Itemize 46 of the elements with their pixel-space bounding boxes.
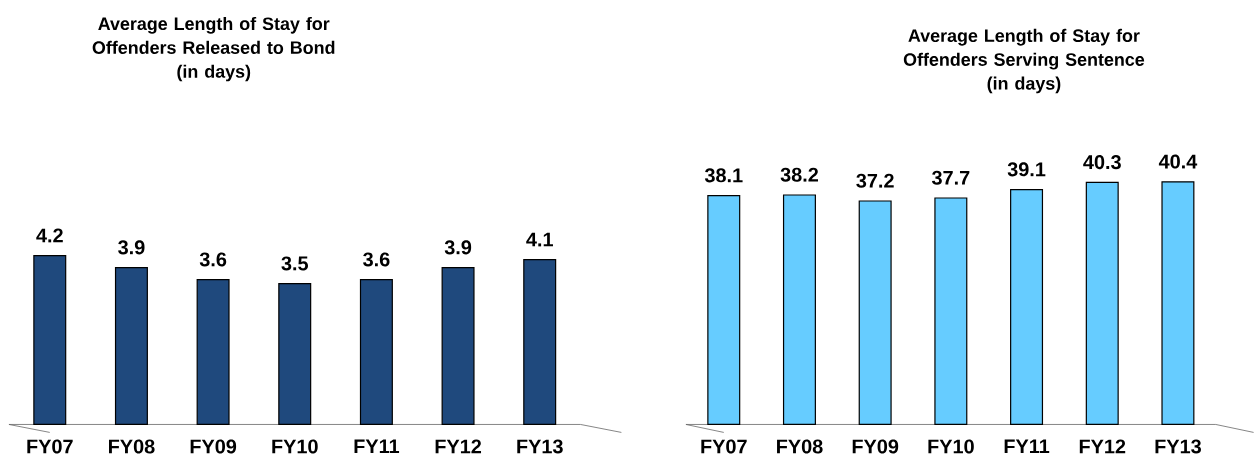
chart-title: Average Length of Stay for Offenders Serving Sentence [903, 28, 1145, 70]
bar [196, 278, 230, 425]
x-tick-label: FY13 [1155, 439, 1201, 454]
data-label: 3.9 [444, 240, 472, 255]
x-tick-label: FY12 [1079, 439, 1126, 454]
data-label: 3.9 [118, 240, 145, 255]
data-label: 40.4 [1158, 154, 1198, 169]
data-label: 4.2 [36, 228, 63, 243]
x-tick-label: FY12 [435, 439, 482, 454]
data-label: 3.6 [199, 252, 227, 267]
x-tick-label: FY10 [272, 439, 318, 454]
bar [441, 266, 475, 425]
bar [278, 282, 312, 425]
x-tick-label: FY08 [109, 439, 155, 454]
x-tick-label: FY09 [852, 439, 899, 454]
bar [1010, 188, 1044, 425]
bar [1161, 181, 1195, 425]
x-tick-label: FY07 [27, 439, 73, 454]
data-label: 4.1 [526, 232, 553, 247]
data-label: 3.6 [363, 252, 390, 267]
bar [33, 254, 67, 425]
x-tick-label: FY09 [190, 439, 237, 454]
data-label: 39.1 [1007, 162, 1046, 177]
bar [523, 258, 557, 425]
bar [1085, 181, 1119, 425]
x-tick-label: FY11 [354, 439, 400, 454]
x-tick-label: FY08 [777, 439, 823, 454]
bar [359, 278, 393, 425]
x-tick-label: FY07 [701, 439, 747, 454]
data-label: 3.5 [281, 256, 309, 271]
bar [114, 266, 148, 425]
bar [934, 197, 968, 425]
data-label: 37.2 [856, 173, 894, 188]
bar [782, 194, 816, 425]
bar [707, 194, 741, 425]
chart-subtitle: (in days) [987, 76, 1061, 94]
chart-subtitle: (in days) [177, 64, 251, 82]
chart-title: Average Length of Stay for Offenders Released to Bond [92, 16, 335, 54]
bar [858, 200, 892, 425]
data-label: 38.2 [780, 167, 819, 182]
data-label: 37.7 [931, 170, 970, 185]
x-tick-label: FY11 [1004, 439, 1050, 454]
x-tick-label: FY13 [517, 439, 563, 454]
data-label: 38.1 [704, 168, 743, 183]
data-label: 40.3 [1083, 154, 1121, 170]
x-tick-label: FY10 [928, 439, 974, 454]
